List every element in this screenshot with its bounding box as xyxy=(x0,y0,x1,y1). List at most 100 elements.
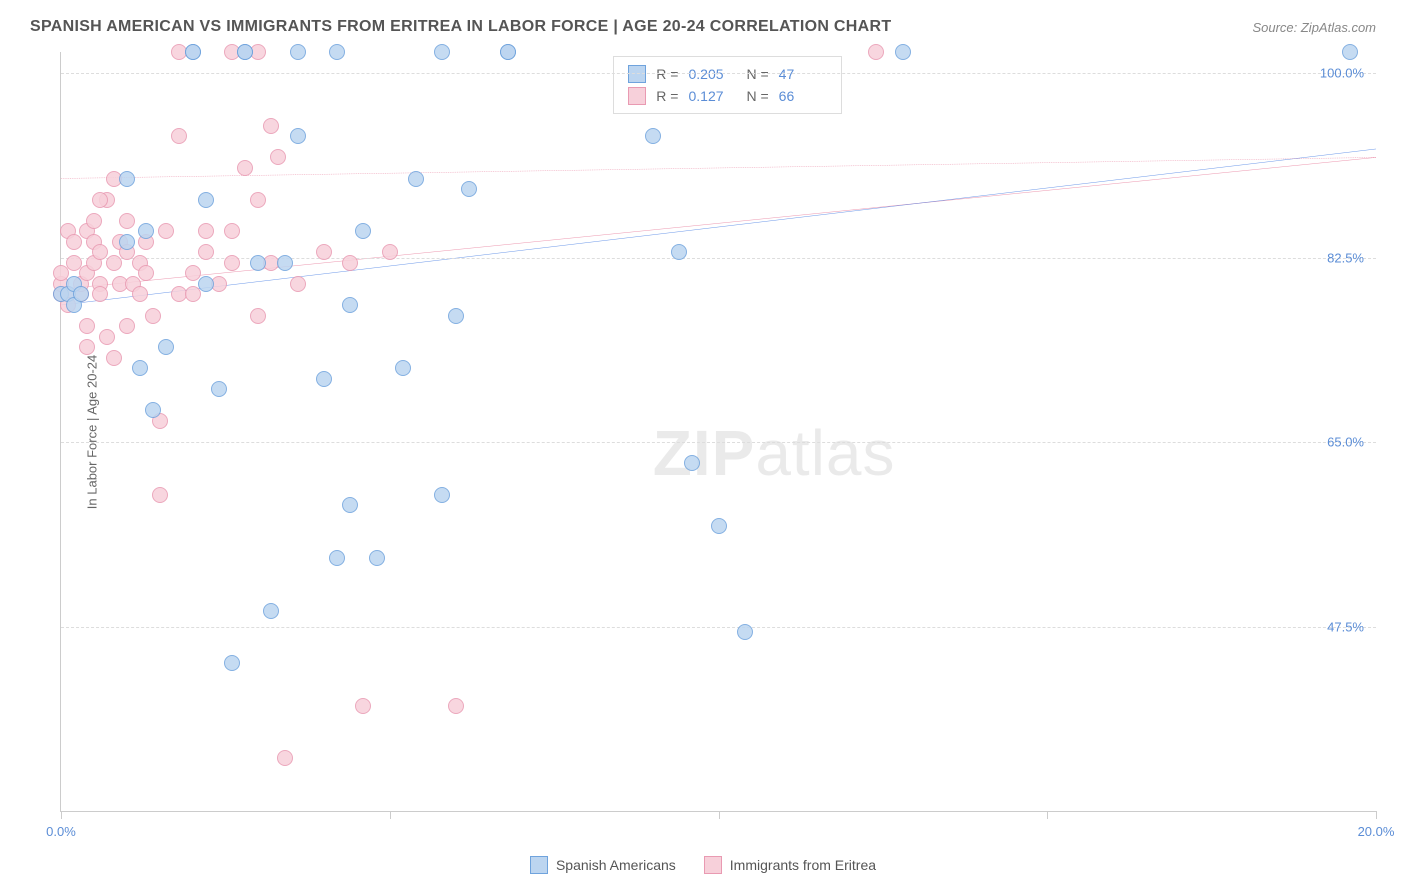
point-series-b xyxy=(145,308,161,324)
point-series-a xyxy=(198,276,214,292)
plot-area: R = 0.205 N = 47 R = 0.127 N = 66 ZIPatl… xyxy=(60,52,1376,812)
point-series-a xyxy=(263,603,279,619)
point-series-b xyxy=(250,192,266,208)
point-series-b xyxy=(171,128,187,144)
point-series-a xyxy=(145,402,161,418)
point-series-a xyxy=(329,44,345,60)
stats-row-b: R = 0.127 N = 66 xyxy=(628,85,826,107)
point-series-b xyxy=(868,44,884,60)
point-series-b xyxy=(138,265,154,281)
point-series-a xyxy=(290,128,306,144)
point-series-a xyxy=(684,455,700,471)
point-series-a xyxy=(1342,44,1358,60)
gridline-h xyxy=(61,73,1376,74)
point-series-b xyxy=(79,318,95,334)
point-series-a xyxy=(316,371,332,387)
point-series-a xyxy=(277,255,293,271)
x-tick xyxy=(61,811,62,819)
legend-label-a: Spanish Americans xyxy=(556,857,676,873)
point-series-a xyxy=(395,360,411,376)
point-series-b xyxy=(132,286,148,302)
point-series-b xyxy=(382,244,398,260)
point-series-a xyxy=(500,44,516,60)
point-series-b xyxy=(86,213,102,229)
legend-swatch-pink-icon xyxy=(704,856,722,874)
point-series-b xyxy=(355,698,371,714)
swatch-pink-icon xyxy=(628,87,646,105)
point-series-a xyxy=(329,550,345,566)
point-series-b xyxy=(92,286,108,302)
chart-title: SPANISH AMERICAN VS IMMIGRANTS FROM ERIT… xyxy=(30,18,891,36)
x-tick-label: 20.0% xyxy=(1358,824,1395,839)
point-series-a xyxy=(408,171,424,187)
point-series-b xyxy=(316,244,332,260)
x-tick xyxy=(1376,811,1377,819)
legend-swatch-blue-icon xyxy=(530,856,548,874)
x-tick-label: 0.0% xyxy=(46,824,76,839)
point-series-b xyxy=(79,339,95,355)
point-series-b xyxy=(237,160,253,176)
point-series-a xyxy=(369,550,385,566)
point-series-b xyxy=(342,255,358,271)
point-series-a xyxy=(185,44,201,60)
plot-wrap: In Labor Force | Age 20-24 R = 0.205 N =… xyxy=(60,52,1376,812)
watermark-light: atlas xyxy=(755,417,895,489)
legend-item-a: Spanish Americans xyxy=(530,856,676,874)
point-series-a xyxy=(119,171,135,187)
point-series-b xyxy=(106,255,122,271)
point-series-a xyxy=(119,234,135,250)
chart-container: SPANISH AMERICAN VS IMMIGRANTS FROM ERIT… xyxy=(0,0,1406,892)
point-series-b xyxy=(263,118,279,134)
point-series-b xyxy=(290,276,306,292)
point-series-a xyxy=(737,624,753,640)
point-series-b xyxy=(119,318,135,334)
watermark: ZIPatlas xyxy=(653,416,896,490)
point-series-a xyxy=(711,518,727,534)
point-series-b xyxy=(106,350,122,366)
point-series-b xyxy=(250,308,266,324)
point-series-a xyxy=(290,44,306,60)
point-series-b xyxy=(448,698,464,714)
point-series-a xyxy=(132,360,148,376)
x-tick xyxy=(390,811,391,819)
point-series-a xyxy=(224,655,240,671)
y-tick-label: 47.5% xyxy=(1327,619,1364,634)
point-series-a xyxy=(198,192,214,208)
point-series-b xyxy=(152,487,168,503)
title-row: SPANISH AMERICAN VS IMMIGRANTS FROM ERIT… xyxy=(0,0,1406,44)
point-series-a xyxy=(342,497,358,513)
gridline-h xyxy=(61,442,1376,443)
point-series-a xyxy=(645,128,661,144)
point-series-b xyxy=(277,750,293,766)
point-series-b xyxy=(158,223,174,239)
point-series-a xyxy=(158,339,174,355)
point-series-b xyxy=(185,286,201,302)
point-series-a xyxy=(355,223,371,239)
point-series-a xyxy=(73,286,89,302)
x-tick xyxy=(1047,811,1048,819)
point-series-b xyxy=(198,244,214,260)
y-tick-label: 65.0% xyxy=(1327,435,1364,450)
gridline-h xyxy=(61,627,1376,628)
point-series-b xyxy=(224,255,240,271)
watermark-bold: ZIP xyxy=(653,417,756,489)
y-tick-label: 100.0% xyxy=(1320,66,1364,81)
n-label-b: N = xyxy=(746,88,768,104)
point-series-a xyxy=(434,44,450,60)
point-series-a xyxy=(237,44,253,60)
point-series-a xyxy=(671,244,687,260)
legend-label-b: Immigrants from Eritrea xyxy=(730,857,876,873)
point-series-a xyxy=(448,308,464,324)
point-series-b xyxy=(99,329,115,345)
trendlines-svg xyxy=(61,52,1376,811)
point-series-b xyxy=(66,234,82,250)
bottom-legend: Spanish Americans Immigrants from Eritre… xyxy=(0,856,1406,874)
point-series-b xyxy=(119,213,135,229)
x-tick xyxy=(719,811,720,819)
r-label-b: R = xyxy=(656,88,678,104)
point-series-b xyxy=(92,192,108,208)
point-series-a xyxy=(461,181,477,197)
point-series-a xyxy=(434,487,450,503)
point-series-a xyxy=(138,223,154,239)
point-series-a xyxy=(250,255,266,271)
